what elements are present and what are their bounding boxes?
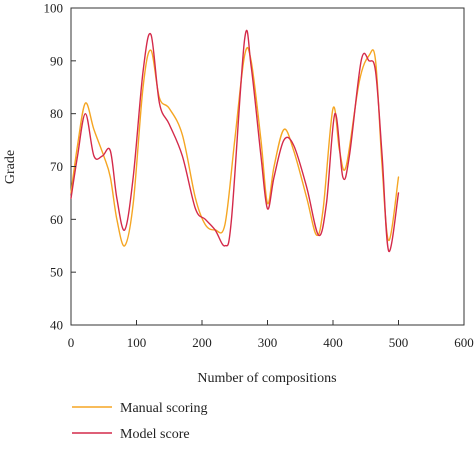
legend-label: Model score (120, 427, 190, 442)
y-tick-label: 70 (50, 159, 63, 174)
chart-legend: Manual scoring Model score (72, 401, 207, 442)
y-tick-label: 80 (50, 106, 63, 121)
x-tick-label: 500 (389, 335, 409, 350)
x-tick-label: 600 (454, 335, 474, 350)
axis-ticks: 0 100 200 300 400 500 600 40 50 60 70 80 90 100 (44, 1, 474, 351)
x-tick-label: 400 (323, 335, 343, 350)
x-tick-label: 0 (68, 335, 75, 350)
legend-label: Manual scoring (120, 401, 207, 416)
plot-frame (70, 7, 465, 326)
chart-axes (70, 7, 465, 326)
series-line-model-score (70, 29, 400, 252)
x-tick-label: 100 (127, 335, 147, 350)
x-axis-label: Number of compositions (197, 371, 336, 386)
x-tick-label: 300 (258, 335, 278, 350)
series-lines (70, 29, 400, 252)
x-tick-label: 200 (192, 335, 212, 350)
y-tick-label: 50 (50, 265, 63, 280)
y-tick-label: 90 (50, 53, 63, 68)
y-tick-label: 40 (50, 318, 63, 333)
y-tick-label: 100 (44, 1, 64, 16)
y-tick-label: 60 (50, 212, 63, 227)
y-axis-label: Grade (3, 150, 18, 184)
